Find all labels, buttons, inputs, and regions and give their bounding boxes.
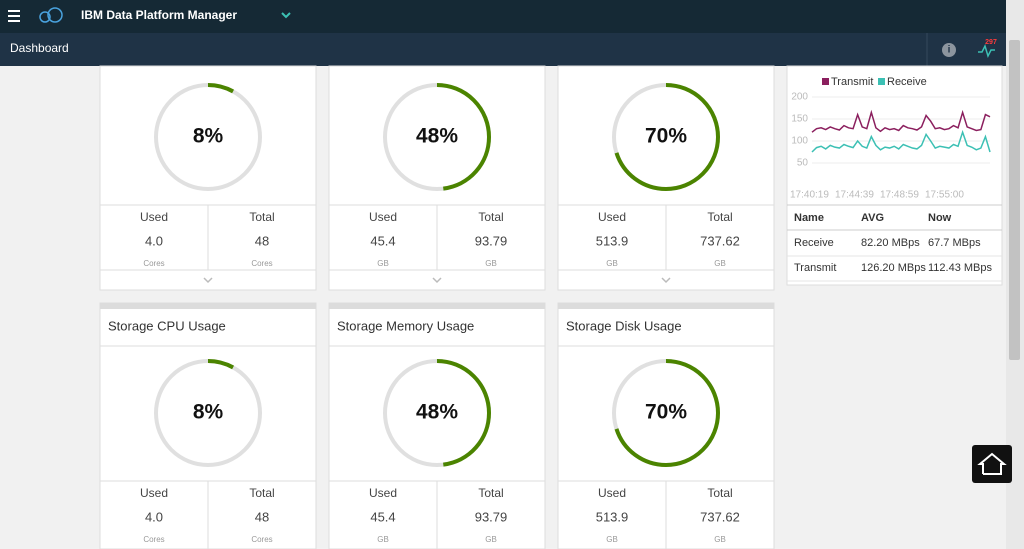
card-title: Storage CPU Usage — [108, 318, 226, 333]
x-tick-label: 17:40:19 — [790, 190, 829, 201]
gauge-arc — [383, 83, 491, 191]
x-tick-label: 17:48:59 — [880, 190, 919, 201]
stat-value: 4.0 — [145, 233, 163, 248]
stat-value: 737.62 — [700, 233, 740, 248]
stat-label: Total — [707, 210, 732, 224]
scroll-thumb[interactable] — [1009, 40, 1020, 360]
nav-bar — [0, 33, 1006, 66]
menu-icon[interactable] — [8, 10, 20, 22]
stat-label: Used — [140, 210, 168, 224]
network-panel: 50 100 150 200 17:40:19 17:44:39 17:48:59 17:55… — [786, 65, 1003, 286]
card-strip — [558, 303, 774, 309]
stat-value: 4.0 — [145, 509, 163, 524]
table-cell: 126.20 MBps — [861, 262, 926, 274]
stat-unit: GB — [377, 535, 389, 544]
y-tick-label: 50 — [797, 158, 809, 169]
alert-icon[interactable] — [978, 43, 995, 59]
gauge-arc — [612, 359, 720, 467]
table-cell: 67.7 MBps — [928, 237, 981, 249]
stat-value: 513.9 — [596, 233, 629, 248]
expand-chevron — [203, 277, 213, 284]
stat-unit: GB — [714, 535, 726, 544]
info-icon[interactable] — [942, 43, 956, 57]
stat-label: Total — [249, 486, 274, 500]
table-header: AVG — [861, 212, 884, 224]
y-tick-label: 100 — [791, 136, 808, 147]
cloud-icon — [39, 7, 63, 23]
gauge-label: 70% — [645, 401, 687, 424]
table-cell: Receive — [794, 237, 834, 249]
gauge-label: 8% — [193, 401, 224, 424]
gauge-label: 48% — [416, 401, 458, 424]
stat-label: Total — [707, 486, 732, 500]
card-strip — [100, 303, 316, 309]
stat-value: 93.79 — [475, 233, 508, 248]
stat-label: Used — [598, 486, 626, 500]
series-line — [811, 129, 991, 153]
gauge-label: 48% — [416, 125, 458, 148]
stat-label: Used — [140, 486, 168, 500]
x-tick-label: 17:44:39 — [835, 190, 874, 201]
stat-unit: Cores — [143, 259, 164, 268]
y-tick-label: 200 — [791, 92, 808, 103]
series-line — [811, 109, 991, 133]
card-strip — [329, 303, 545, 309]
gauge-arc — [383, 359, 491, 467]
stat-value: 48 — [255, 233, 269, 248]
table-cell: 112.43 MBps — [928, 262, 993, 274]
gauge-label: 70% — [645, 125, 687, 148]
expand-chevron — [661, 277, 671, 284]
table-header: Name — [794, 212, 824, 224]
stat-value: 513.9 — [596, 509, 629, 524]
stat-value: 737.62 — [700, 509, 740, 524]
stat-value: 93.79 — [475, 509, 508, 524]
cards: 8% Used 4.0 Cores Total 48 Cores 48% Used 45.4 GB T… — [99, 65, 775, 549]
legend-swatch — [822, 78, 829, 85]
legend-swatch — [878, 78, 885, 85]
top-bar — [0, 0, 1006, 33]
legend-label: Transmit — [831, 76, 873, 88]
stat-label: Used — [598, 210, 626, 224]
x-tick-label: 17:55:00 — [925, 190, 964, 201]
stat-unit: GB — [606, 259, 618, 268]
stat-value: 45.4 — [370, 509, 395, 524]
card-title: Storage Memory Usage — [337, 318, 474, 333]
alert-count: 297 — [985, 39, 997, 46]
info-glyph: i — [948, 45, 951, 56]
gauge-arc — [154, 83, 262, 191]
stat-unit: Cores — [251, 535, 272, 544]
table-cell: 82.20 MBps — [861, 237, 920, 249]
home-button[interactable] — [972, 445, 1012, 483]
stat-label: Used — [369, 486, 397, 500]
stat-unit: Cores — [143, 535, 164, 544]
stat-label: Total — [249, 210, 274, 224]
gauge-arc — [154, 359, 262, 467]
stat-unit: Cores — [251, 259, 272, 268]
stat-value: 45.4 — [370, 233, 395, 248]
stat-unit: GB — [714, 259, 726, 268]
app-name: IBM Data Platform Manager — [81, 8, 237, 22]
table-header: Now — [928, 212, 952, 224]
stat-unit: GB — [377, 259, 389, 268]
table-cell: Transmit — [794, 262, 836, 274]
stat-unit: GB — [485, 259, 497, 268]
page-title: Dashboard — [10, 41, 69, 55]
app-dropdown[interactable] — [281, 12, 291, 19]
stat-unit: GB — [485, 535, 497, 544]
stat-label: Total — [478, 486, 503, 500]
y-tick-label: 150 — [791, 114, 808, 125]
gauge-label: 8% — [193, 125, 224, 148]
gauge-arc — [612, 83, 720, 191]
stat-unit: GB — [606, 535, 618, 544]
card-title: Storage Disk Usage — [566, 318, 682, 333]
stat-label: Total — [478, 210, 503, 224]
legend-label: Receive — [887, 76, 927, 88]
stat-label: Used — [369, 210, 397, 224]
expand-chevron — [432, 277, 442, 284]
stat-value: 48 — [255, 509, 269, 524]
